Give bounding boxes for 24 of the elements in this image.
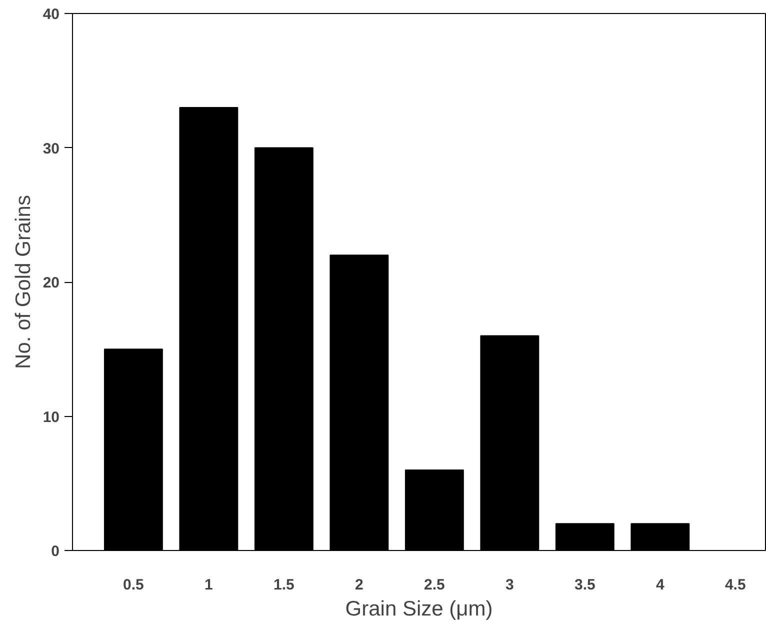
bar — [480, 335, 540, 550]
y-tick-label: 10 — [42, 408, 60, 426]
bar — [404, 469, 464, 550]
bar — [630, 523, 690, 550]
bar — [330, 254, 389, 550]
y-tick-label: 0 — [51, 543, 60, 560]
x-tick-label: 3.5 — [574, 576, 596, 594]
x-tick-label: 4.5 — [724, 576, 746, 594]
x-axis-title: Grain Size (μm) — [345, 598, 493, 620]
x-tick-label: 3 — [506, 576, 514, 594]
x-tick-label: 1.5 — [274, 576, 294, 594]
x-tick-label: 4 — [656, 576, 665, 594]
y-tick-label: 40 — [42, 6, 60, 23]
y-axis-title: No. of Gold Grains — [12, 195, 35, 369]
bar — [104, 348, 163, 550]
bar — [555, 523, 614, 550]
y-tick-label: 30 — [42, 140, 60, 158]
y-tick-label: 20 — [42, 274, 60, 292]
x-tick-label: 0.5 — [123, 576, 144, 594]
bar — [254, 147, 314, 550]
x-tick-label: 2.5 — [424, 576, 445, 594]
x-tick-label: 2 — [355, 576, 364, 594]
x-tick-label: 1 — [204, 576, 213, 594]
bar — [179, 106, 238, 550]
